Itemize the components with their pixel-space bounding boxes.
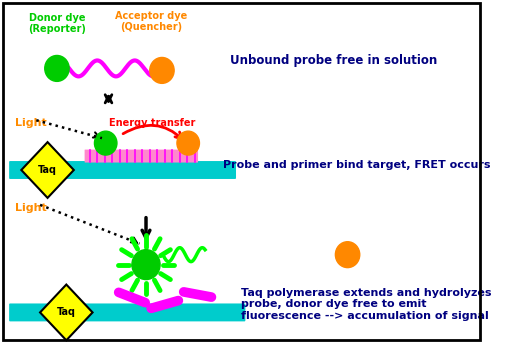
Circle shape — [177, 131, 200, 155]
Polygon shape — [22, 142, 74, 198]
Circle shape — [45, 56, 69, 81]
Circle shape — [132, 250, 160, 280]
Text: Taq: Taq — [38, 165, 57, 175]
Text: Light: Light — [15, 118, 47, 128]
Polygon shape — [40, 285, 92, 340]
Circle shape — [150, 58, 174, 83]
FancyBboxPatch shape — [9, 304, 245, 321]
Circle shape — [336, 242, 360, 268]
FancyBboxPatch shape — [9, 161, 236, 179]
Text: Unbound probe free in solution: Unbound probe free in solution — [230, 54, 437, 67]
Text: Probe and primer bind target, FRET occurs: Probe and primer bind target, FRET occur… — [223, 160, 491, 170]
Text: Energy transfer: Energy transfer — [109, 118, 196, 128]
Circle shape — [94, 131, 117, 155]
Text: Taq: Taq — [57, 307, 76, 317]
Text: Acceptor dye
(Quencher): Acceptor dye (Quencher) — [114, 11, 187, 32]
Text: Taq polymerase extends and hydrolyzes
probe, donor dye free to emit
fluorescence: Taq polymerase extends and hydrolyzes pr… — [241, 288, 491, 321]
FancyBboxPatch shape — [85, 150, 198, 163]
Text: Donor dye
(Reporter): Donor dye (Reporter) — [28, 13, 86, 34]
Text: Light: Light — [15, 203, 47, 213]
